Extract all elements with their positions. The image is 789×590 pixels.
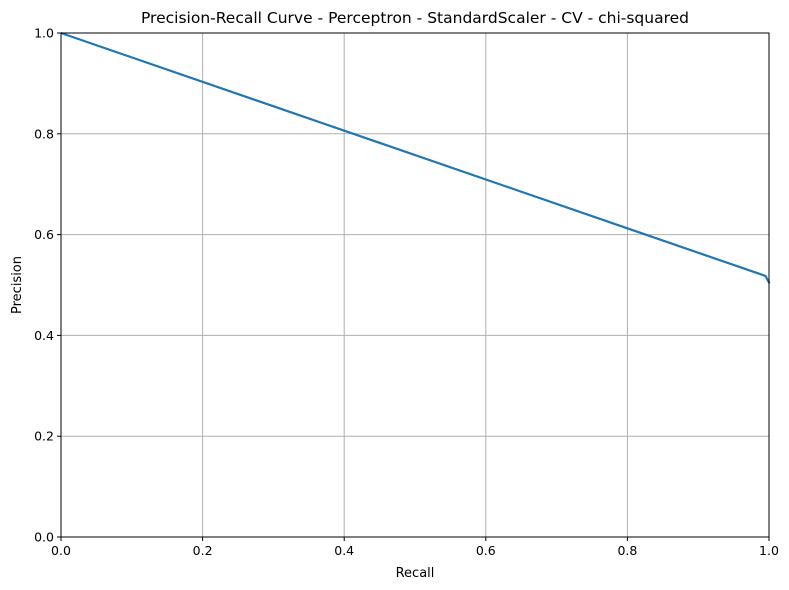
chart-title: Precision-Recall Curve - Perceptron - St… — [141, 9, 689, 27]
y-tick-label: 1.0 — [34, 26, 54, 41]
precision-recall-line — [61, 31, 771, 284]
x-tick-label: 0.2 — [193, 543, 213, 558]
x-tick-label: 0.4 — [334, 543, 354, 558]
y-tick-label: 0.0 — [34, 530, 54, 545]
plot-frame — [60, 32, 770, 538]
y-tick-label: 0.6 — [34, 227, 54, 242]
y-tick-label: 0.2 — [34, 429, 54, 444]
series-layer — [61, 31, 771, 284]
y-tick-label: 0.8 — [34, 126, 54, 141]
axis-ticks: 0.0 0.2 0.4 0.6 0.8 1.0 0.0 0.2 0.4 0.6 0.8 1.0 — [34, 26, 779, 559]
y-axis-label: Precision — [10, 256, 25, 314]
x-tick-label: 0.0 — [51, 543, 71, 558]
x-tick-label: 0.8 — [617, 543, 637, 558]
x-tick-label: 1.0 — [759, 543, 779, 558]
x-axis-label: Recall — [396, 566, 435, 581]
y-tick-label: 0.4 — [34, 328, 54, 343]
x-tick-label: 0.6 — [476, 543, 496, 558]
